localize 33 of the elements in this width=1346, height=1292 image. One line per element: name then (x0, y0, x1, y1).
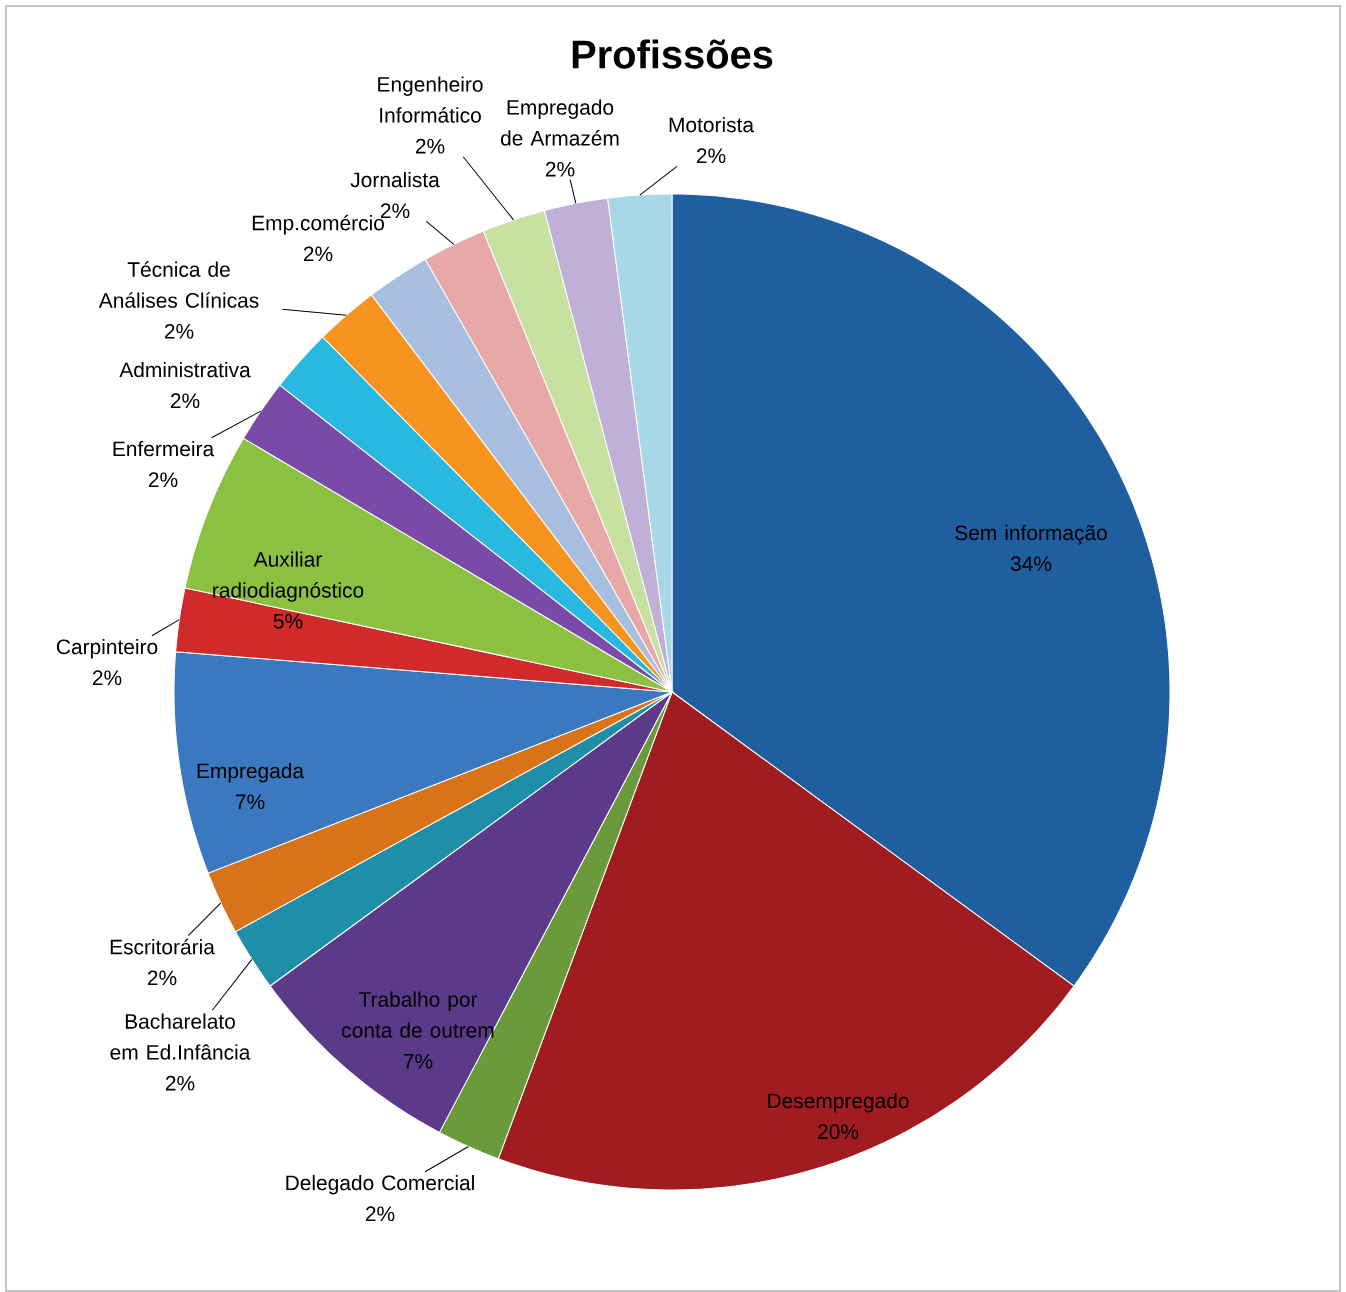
slice-label: Bacharelato em Ed.Infância (110, 1013, 251, 1060)
slice-label: Auxiliar radiodiagnóstico (213, 551, 364, 602)
slice-label: Empregado de Armazém (501, 99, 619, 146)
slice-label: Administrativa (119, 361, 251, 378)
data-label: 2% (170, 393, 200, 409)
slice-label: Sem informação (955, 524, 1107, 545)
slice-label: Técnica de Análises Clínicas (98, 261, 259, 308)
data-label: 7% (403, 1053, 433, 1069)
data-label: 34% (1010, 556, 1052, 572)
slice-label: Jornalista (350, 171, 440, 188)
data-label: 20% (818, 1124, 859, 1140)
slice-label: Delegado Comercial (286, 1174, 474, 1195)
data-label: 2% (148, 472, 178, 488)
slice-label: Desempregado (768, 1092, 909, 1113)
data-label: 2% (303, 246, 333, 262)
data-label: 2% (696, 148, 726, 164)
data-label: 2% (545, 161, 575, 177)
slice-label: Enfermeira (113, 440, 215, 457)
chart-title: Profissões (572, 39, 773, 69)
data-label: 2% (164, 323, 194, 339)
slice-label: Motorista (669, 116, 755, 133)
data-label: 2% (92, 670, 122, 686)
slice-label: Engenheiro Informático (378, 76, 483, 123)
slice-label: Trabalho por conta de outrem (342, 991, 494, 1038)
slice-label: Empregada (197, 762, 305, 783)
data-label: 5% (273, 613, 303, 629)
slice-label: Carpinteiro (56, 638, 158, 659)
data-label: 7% (235, 794, 265, 810)
data-label: 2% (365, 1206, 395, 1222)
slice-label: Escritorária (110, 938, 215, 955)
data-label: 2% (147, 970, 177, 986)
data-label: 2% (415, 138, 445, 154)
data-label: 2% (165, 1075, 195, 1091)
